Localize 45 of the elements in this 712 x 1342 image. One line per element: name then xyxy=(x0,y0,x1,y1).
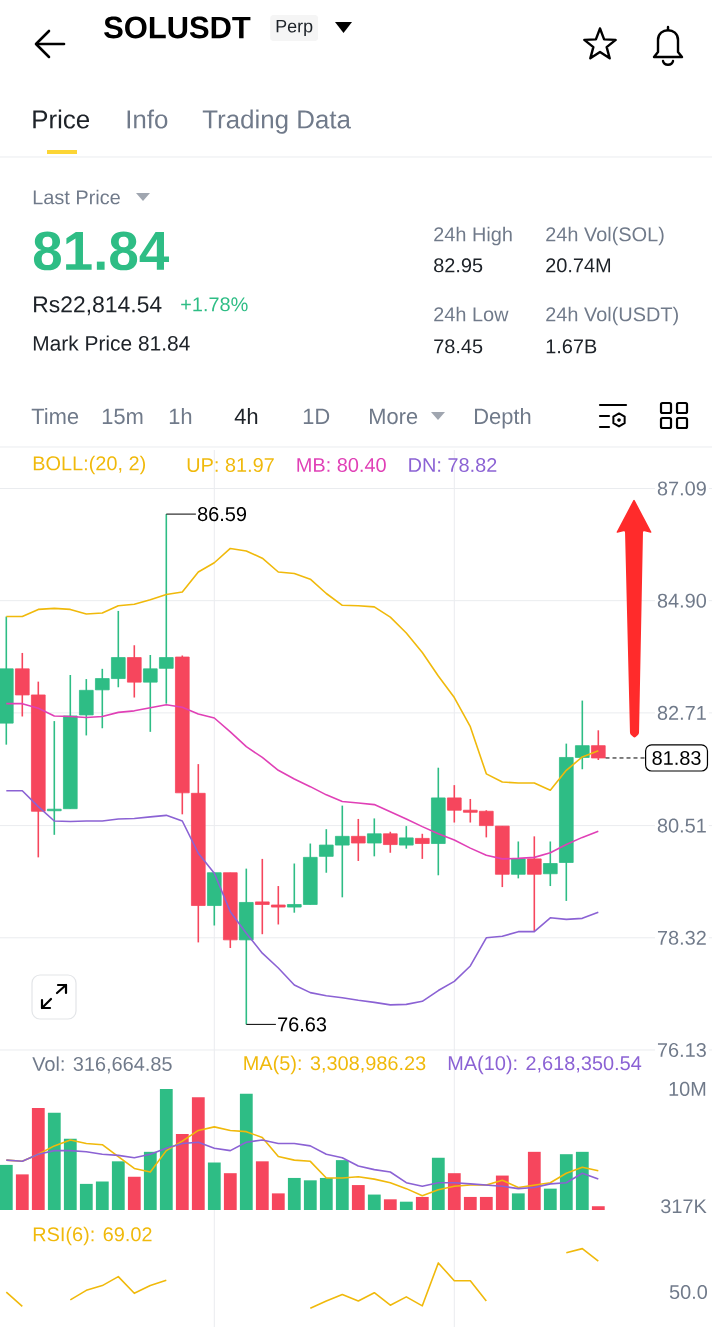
text: 24h High xyxy=(434,226,512,246)
y-tick-label: 78.32 xyxy=(657,930,706,945)
text: 81.84 xyxy=(33,231,170,271)
text: UP: 81.97 xyxy=(187,457,274,473)
text: DN: 78.82 xyxy=(409,457,497,473)
legend-title: Vol: 316,664.85 xyxy=(32,1056,172,1074)
series-label: RSI(6): 69.02 xyxy=(33,1226,152,1246)
text: Price xyxy=(33,109,90,129)
text: 50.0 xyxy=(669,1284,708,1300)
text: Last Price xyxy=(33,189,120,205)
annotation: 86.59 xyxy=(197,507,247,522)
text: 78.45 xyxy=(434,339,483,354)
ref-line-label: 81.83 xyxy=(652,750,701,766)
text: 24h Vol(SOL) xyxy=(546,226,664,246)
y-tick-label: 84.90 xyxy=(657,593,707,608)
annotation: 76.63 xyxy=(278,1017,327,1032)
text: 1.67B xyxy=(546,339,597,354)
text: MA(10): 2,618,350.54 xyxy=(448,1055,642,1075)
text: 15m xyxy=(102,408,143,425)
y-tick-label: 76.13 xyxy=(657,1042,706,1058)
text: SOLUSDT xyxy=(104,16,251,39)
text: 24h Low xyxy=(434,306,509,322)
legend-title: BOLL:(20, 2) xyxy=(33,455,146,475)
text: Mark Price 81.84 xyxy=(33,335,190,351)
text: Perp xyxy=(276,19,313,37)
y-tick-label: 82.71 xyxy=(657,705,706,720)
text: 1D xyxy=(303,408,330,424)
y-tick-label: 10M xyxy=(669,1081,706,1096)
text: Time xyxy=(31,408,79,425)
text: Depth xyxy=(475,408,531,429)
text: 4h xyxy=(234,408,258,424)
text: Info xyxy=(127,109,168,129)
text: 20.74M xyxy=(546,258,611,273)
text: +1.78% xyxy=(181,297,248,312)
text: 24h Vol(USDT) xyxy=(546,306,678,326)
y-tick-label: 87.09 xyxy=(657,481,706,496)
text: 1h xyxy=(169,408,192,424)
text: MA(5): 3,308,986.23 xyxy=(244,1055,426,1075)
text: 82.95 xyxy=(434,258,483,273)
text: Trading Data xyxy=(202,109,351,134)
y-tick-label: 80.51 xyxy=(657,818,706,833)
text: Rs22,814.54 xyxy=(34,296,162,316)
text: More xyxy=(370,408,418,425)
text: MB: 80.40 xyxy=(297,457,386,473)
y-tick-label: 317K xyxy=(661,1199,707,1214)
